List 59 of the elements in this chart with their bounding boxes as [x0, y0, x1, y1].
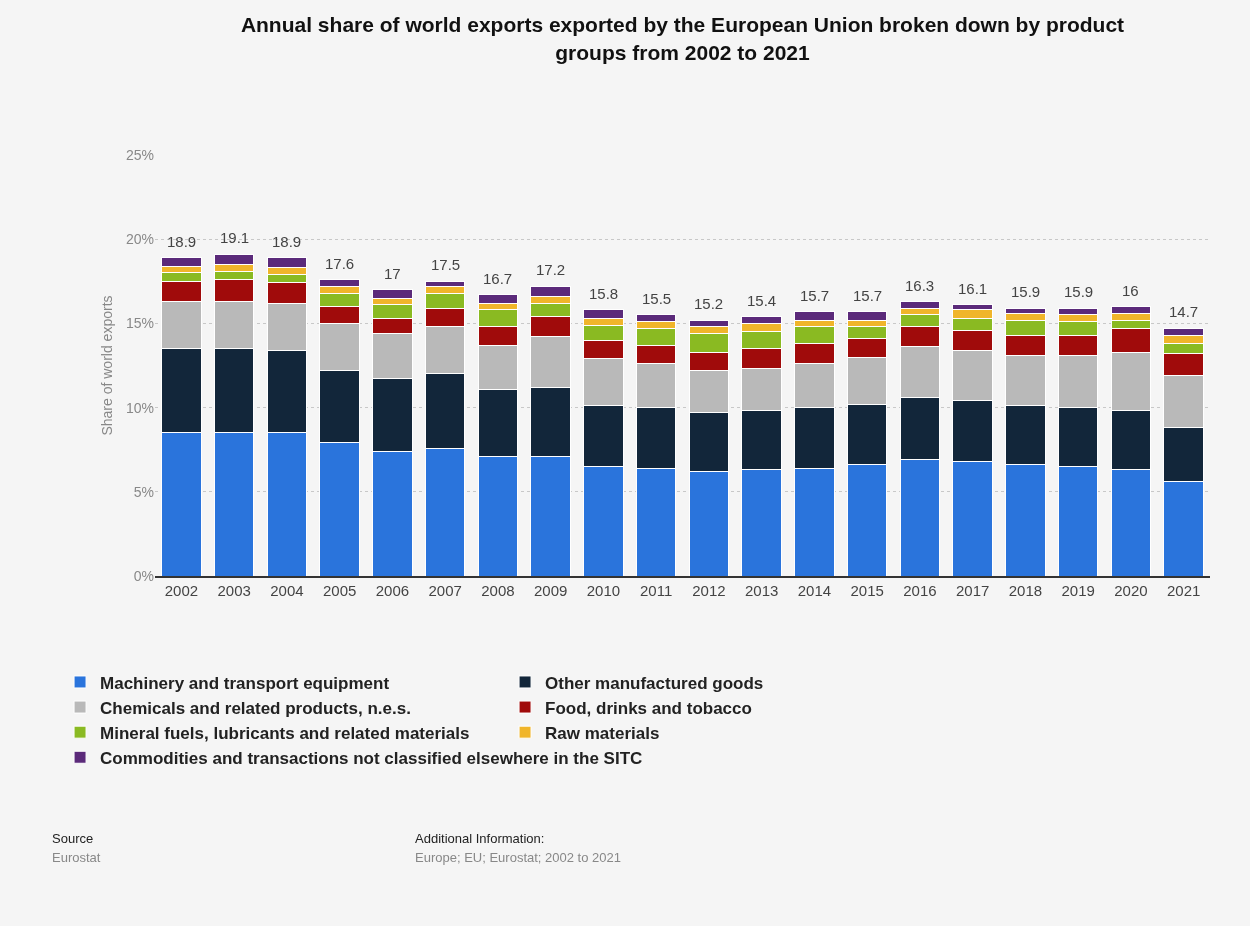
total-label: 15.9: [1011, 283, 1041, 300]
total-label: 15.7: [853, 287, 883, 304]
x-tick-label: 2020: [1114, 582, 1148, 599]
total-label: 15.2: [694, 295, 724, 312]
x-tick-label: 2014: [797, 582, 832, 599]
legend-label: Mineral fuels, lubricants and related materials: [100, 723, 470, 743]
chart-title: Annual share of world exports exported by the European Union broken down by product groups from 2002 to 2021: [240, 13, 1125, 64]
x-tick-label: 2009: [533, 582, 568, 599]
x-tick-label: 2002: [164, 582, 199, 599]
text: Europe; EU; Eurostat; 2002 to 2021: [415, 850, 621, 865]
total-label: 15.9: [1064, 283, 1094, 300]
y-tick-label: 0%: [133, 567, 154, 584]
total-label: 15.4: [747, 292, 777, 309]
y-tick-label: 25%: [125, 146, 154, 163]
total-label: 15.8: [589, 285, 619, 302]
total-label: 15.7: [800, 287, 830, 304]
legend-label: Machinery and transport equipment: [100, 673, 390, 693]
total-label: 19.1: [220, 229, 250, 246]
x-tick-label: 2015: [850, 582, 884, 599]
total-label: 17.2: [536, 261, 566, 278]
total-label: 16.3: [905, 277, 935, 294]
x-tick-label: 2012: [692, 582, 726, 599]
x-tick-label: 2010: [586, 582, 621, 599]
text: Source: [52, 831, 94, 846]
legend-label: Commodities and transactions not classified elsewhere in the SITC: [100, 748, 643, 768]
total-label: 18.9: [167, 233, 197, 250]
y-tick-label: 15%: [125, 315, 154, 332]
total-label: 17.5: [431, 256, 461, 273]
total-label: 18.9: [272, 233, 302, 250]
x-tick-label: 2021: [1166, 582, 1201, 599]
x-tick-label: 2005: [322, 582, 357, 599]
x-tick-label: 2004: [270, 582, 304, 599]
y-axis-title: Share of world exports: [98, 295, 115, 436]
total-label: 15.5: [642, 290, 672, 307]
text: Eurostat: [52, 850, 101, 865]
x-tick-label: 2011: [640, 582, 673, 599]
legend-label: Other manufactured goods: [545, 673, 764, 693]
total-label: 16.1: [958, 280, 988, 297]
legend-label: Food, drinks and tobacco: [545, 698, 752, 718]
total-label: 14.7: [1169, 303, 1199, 320]
y-tick-label: 5%: [133, 483, 154, 500]
total-label: 16: [1122, 282, 1139, 299]
total-label: 16.7: [483, 270, 513, 287]
x-tick-label: 2018: [1008, 582, 1043, 599]
x-tick-label: 2003: [217, 582, 251, 599]
legend-label: Raw materials: [545, 723, 660, 743]
total-label: 17: [384, 265, 401, 282]
x-tick-label: 2016: [903, 582, 937, 599]
legend-label: Chemicals and related products, n.e.s.: [100, 698, 411, 718]
y-tick-label: 20%: [125, 231, 154, 248]
text: Additional Information:: [415, 831, 545, 846]
x-tick-label: 2006: [375, 582, 410, 599]
total-label: 17.6: [325, 255, 355, 272]
x-tick-label: 2008: [481, 582, 515, 599]
x-tick-label: 2007: [428, 582, 462, 599]
x-tick-label: 2017: [955, 582, 990, 599]
y-tick-label: 10%: [125, 399, 154, 416]
x-tick-label: 2019: [1061, 582, 1095, 599]
x-tick-label: 2013: [744, 582, 779, 599]
